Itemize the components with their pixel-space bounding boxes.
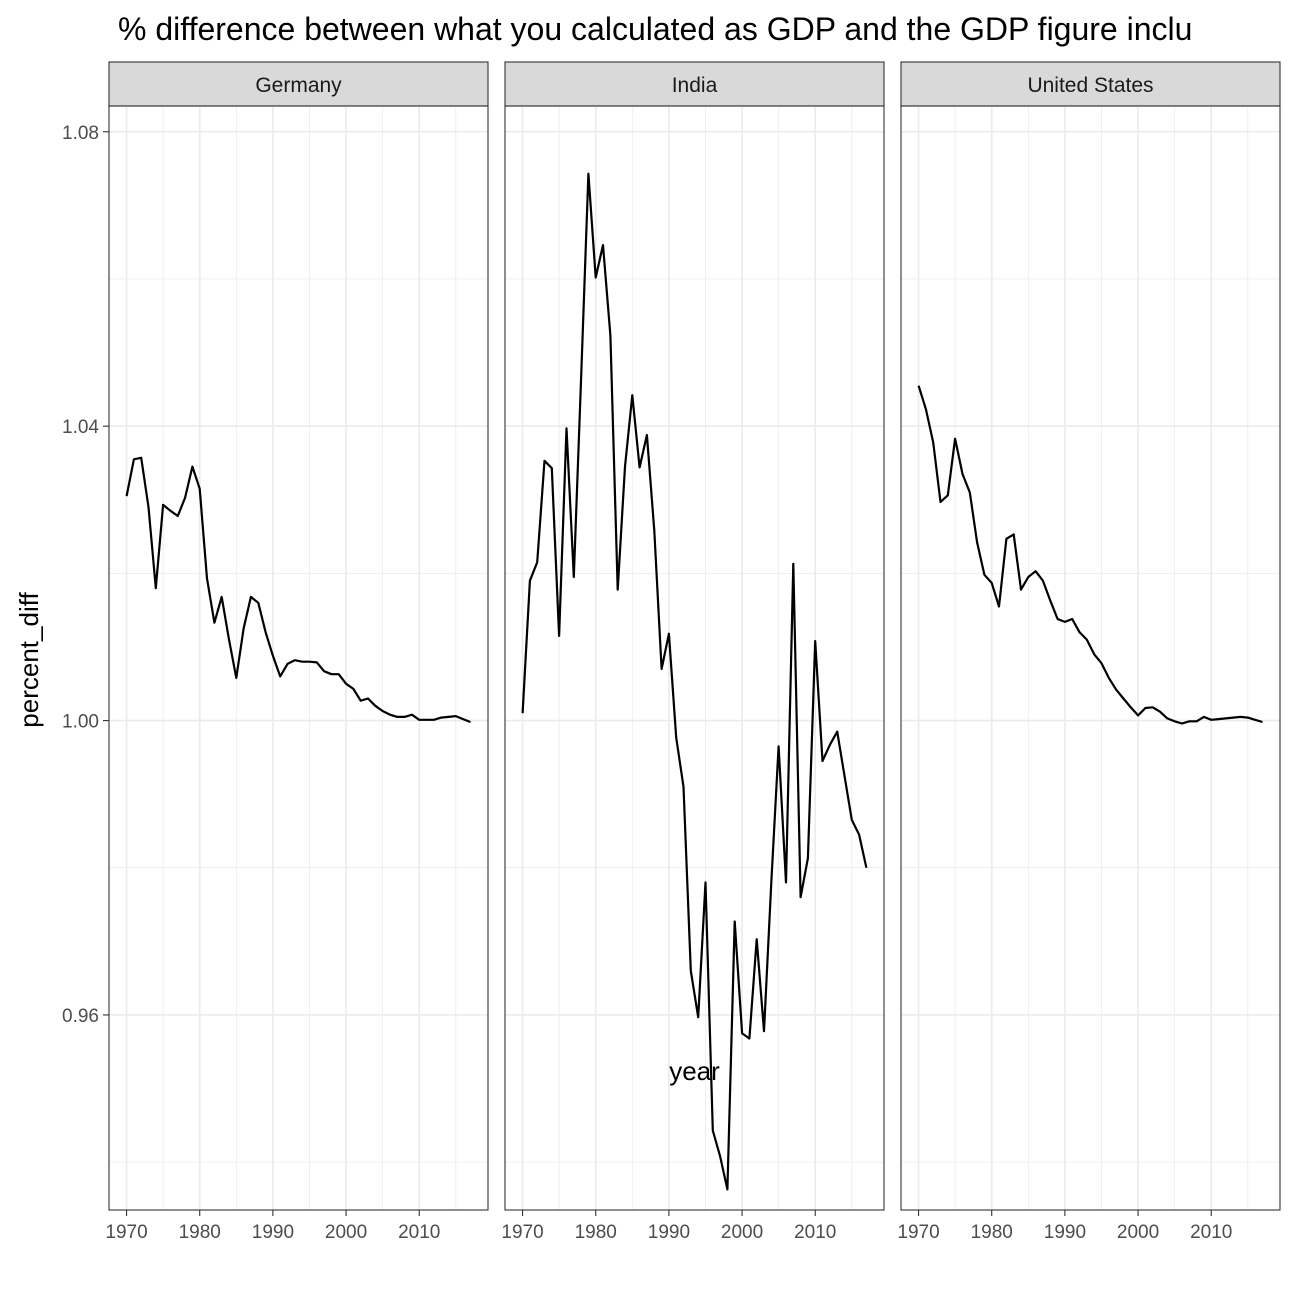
x-tick-label: 1970 (105, 1222, 147, 1243)
facet-strip-label: India (672, 74, 718, 97)
facet-panel-india: India 1970 1980 1990 2000 2010 (501, 61, 885, 1243)
panel-border (900, 105, 1281, 1211)
x-tick-label: 1970 (501, 1222, 543, 1243)
panel-border (108, 105, 489, 1211)
series-line-germany (125, 456, 471, 724)
series-line-united-states (917, 385, 1263, 725)
x-tick-label: 1990 (1044, 1222, 1086, 1243)
x-tick-label: 2000 (325, 1222, 367, 1243)
facet-panels: Germany 1970 1980 1990 2000 2010 0.96 1.00 1.04 1… (62, 61, 1281, 1243)
facet-strip (900, 61, 1281, 107)
facet-panel-germany: Germany 1970 1980 1990 2000 2010 0.96 1.00 1.04 1… (62, 61, 489, 1243)
x-tick-label: 1980 (179, 1222, 221, 1243)
x-tick-label: 1990 (648, 1222, 690, 1243)
x-tick-label: 2000 (721, 1222, 763, 1243)
y-axis-title: percent_diff (14, 592, 44, 728)
x-axis-title: year (669, 1056, 720, 1086)
x-tick-label: 1980 (575, 1222, 617, 1243)
y-tick-label: 1.04 (62, 417, 99, 438)
x-tick-label: 2000 (1117, 1222, 1159, 1243)
facet-panel-united-states: United States 1970 1980 1990 2000 2010 (897, 61, 1281, 1243)
x-tick-label: 1970 (897, 1222, 939, 1243)
x-tick-label: 2010 (398, 1222, 440, 1243)
y-tick-label: 1.00 (62, 712, 99, 733)
x-tick-label: 1980 (971, 1222, 1013, 1243)
y-tick-label: 0.96 (62, 1006, 99, 1027)
x-tick-label: 1990 (252, 1222, 294, 1243)
x-tick-label: 2010 (794, 1222, 836, 1243)
panel-border (504, 105, 885, 1211)
facet-strip-label: Germany (255, 74, 342, 97)
chart-title: % difference between what you calculated… (118, 11, 1192, 47)
series-line-india (521, 172, 868, 1191)
facet-strip (504, 61, 885, 107)
facet-strip (108, 61, 489, 107)
y-tick-label: 1.08 (62, 123, 99, 144)
x-tick-label: 2010 (1190, 1222, 1232, 1243)
facet-strip-label: United States (1027, 74, 1153, 97)
